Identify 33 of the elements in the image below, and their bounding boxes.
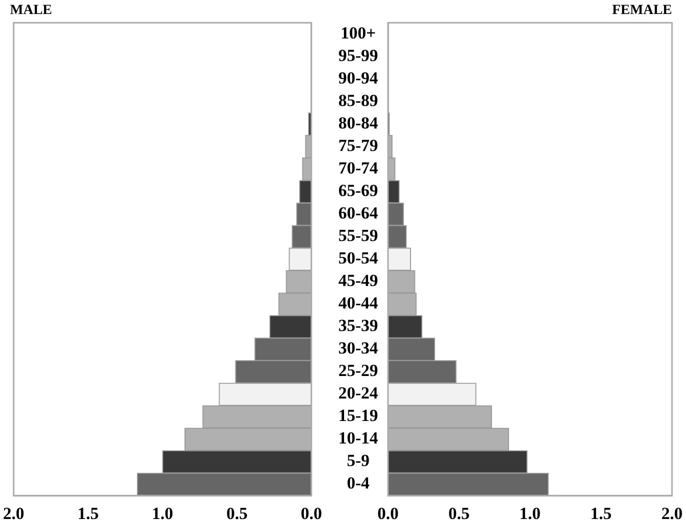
y-tick-label: 90-94 (338, 68, 378, 88)
y-tick-label: 80-84 (338, 114, 378, 133)
chart-title: FEMALE (612, 3, 672, 18)
x-tick-label: 1.5 (77, 504, 99, 524)
y-tick-label: 25-29 (338, 361, 378, 380)
y-tick-label: 20-24 (338, 384, 378, 403)
y-tick-label: 100+ (340, 23, 376, 42)
x-tick-label: 1.0 (152, 504, 174, 524)
x-tick-label: 2.0 (661, 504, 683, 524)
y-tick-label: 55-59 (338, 226, 378, 246)
y-tick-label: 85-89 (338, 90, 378, 110)
y-tick-label: 35-39 (338, 316, 378, 336)
y-tick-label: 45-49 (338, 271, 378, 290)
y-tick-label: 50-54 (338, 248, 378, 268)
y-tick-label: 75-79 (338, 136, 378, 156)
y-tick-label: 5-9 (346, 451, 370, 470)
x-tick-label: 0.0 (377, 504, 399, 524)
y-tick-label: 60-64 (338, 204, 378, 223)
y-tick-label: 65-69 (338, 181, 378, 200)
y-tick-label: 95-99 (338, 46, 378, 65)
x-tick-label: 1.5 (590, 504, 612, 524)
x-tick-label: 1.0 (519, 504, 541, 524)
x-tick-label: 0.5 (226, 504, 248, 524)
y-tick-label: 10-14 (338, 428, 378, 448)
y-tick-label: 0-4 (346, 474, 370, 493)
x-tick-label: 0.0 (300, 504, 322, 524)
chart-title: MALE (10, 3, 52, 18)
x-tick-label: 0.5 (448, 504, 470, 524)
x-tick-label: 2.0 (3, 504, 24, 524)
y-tick-label: 40-44 (338, 294, 378, 313)
y-tick-label: 15-19 (338, 406, 378, 426)
y-tick-label: 30-34 (338, 338, 378, 358)
y-tick-label: 70-74 (338, 158, 378, 178)
